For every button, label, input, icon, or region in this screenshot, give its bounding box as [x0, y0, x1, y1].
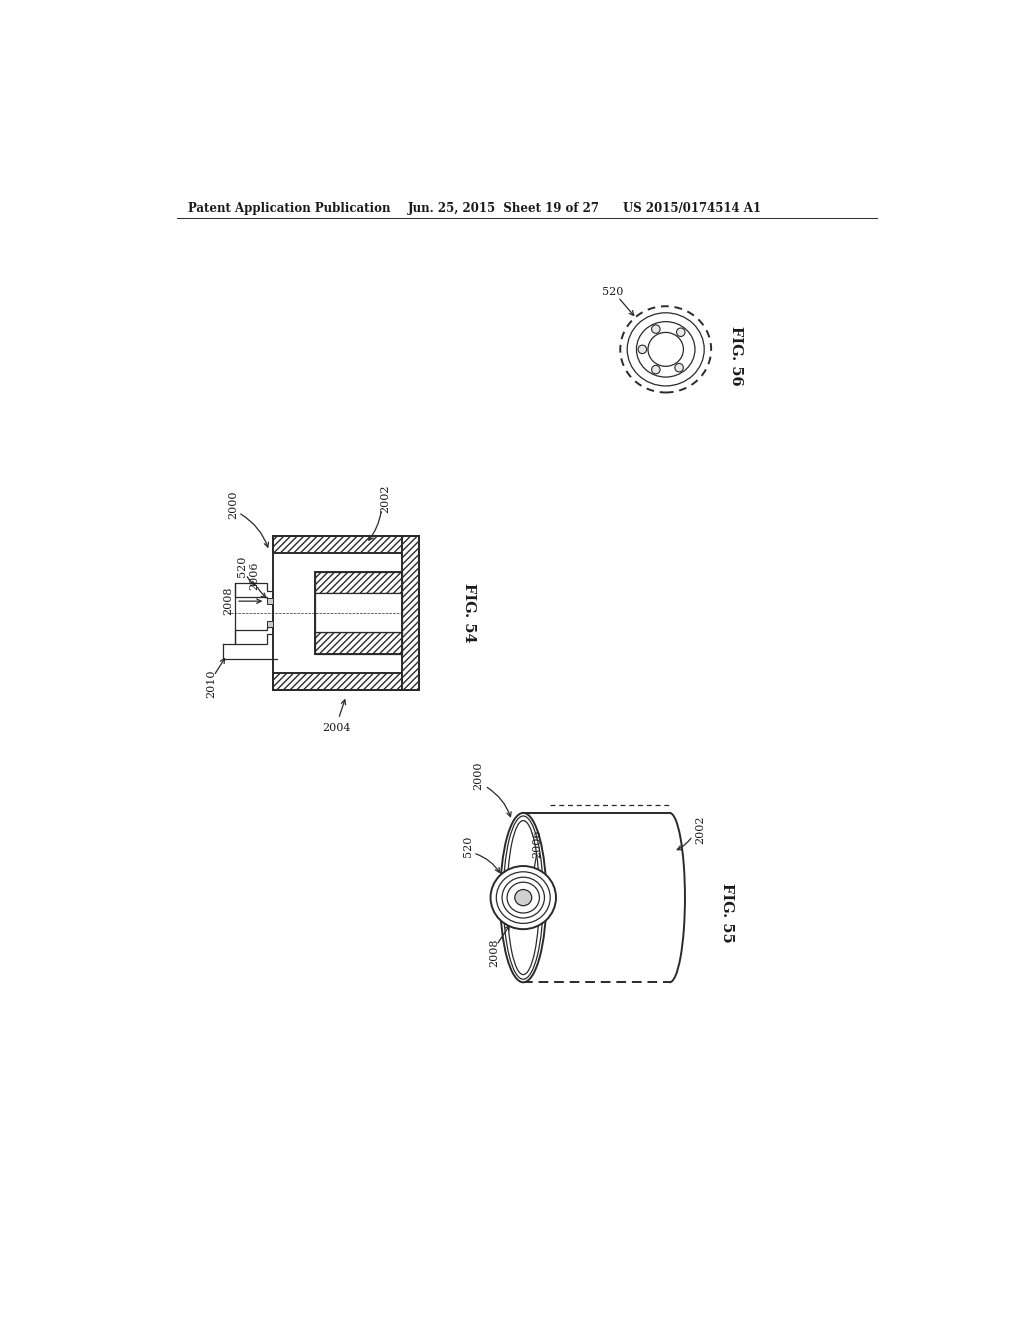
Text: 520: 520 [602, 288, 624, 297]
Ellipse shape [515, 890, 531, 906]
Ellipse shape [490, 866, 556, 929]
Text: Patent Application Publication: Patent Application Publication [188, 202, 391, 215]
Text: 2008: 2008 [489, 939, 499, 968]
Text: Jun. 25, 2015  Sheet 19 of 27: Jun. 25, 2015 Sheet 19 of 27 [408, 202, 600, 215]
Text: 2010: 2010 [207, 669, 216, 698]
Circle shape [675, 363, 683, 372]
Bar [267, 622, 273, 627]
Text: 2002: 2002 [381, 484, 390, 513]
Text: FIG. 55: FIG. 55 [720, 883, 733, 942]
Bar [315, 594, 402, 632]
Bar [402, 536, 419, 689]
Text: 2000: 2000 [473, 762, 483, 791]
Text: 2000: 2000 [228, 491, 238, 519]
Circle shape [651, 325, 660, 334]
Text: 2008: 2008 [223, 587, 233, 615]
Text: 2006: 2006 [532, 829, 542, 858]
Text: 2006: 2006 [249, 561, 259, 590]
Circle shape [651, 366, 660, 374]
Bar [273, 536, 419, 553]
Text: FIG. 54: FIG. 54 [462, 583, 476, 643]
Text: FIG. 56: FIG. 56 [729, 326, 742, 385]
Bar [273, 536, 419, 689]
Text: 2002: 2002 [695, 816, 706, 843]
Bar [273, 673, 419, 689]
Circle shape [677, 327, 685, 337]
Bar [315, 572, 402, 653]
Circle shape [638, 345, 646, 354]
Ellipse shape [500, 813, 547, 982]
Bar [267, 598, 273, 605]
Bar [315, 572, 402, 594]
Text: 2004: 2004 [323, 723, 351, 733]
Text: 520: 520 [463, 836, 473, 858]
Text: US 2015/0174514 A1: US 2015/0174514 A1 [624, 202, 762, 215]
Bar [315, 632, 402, 653]
Text: 520: 520 [238, 556, 247, 577]
